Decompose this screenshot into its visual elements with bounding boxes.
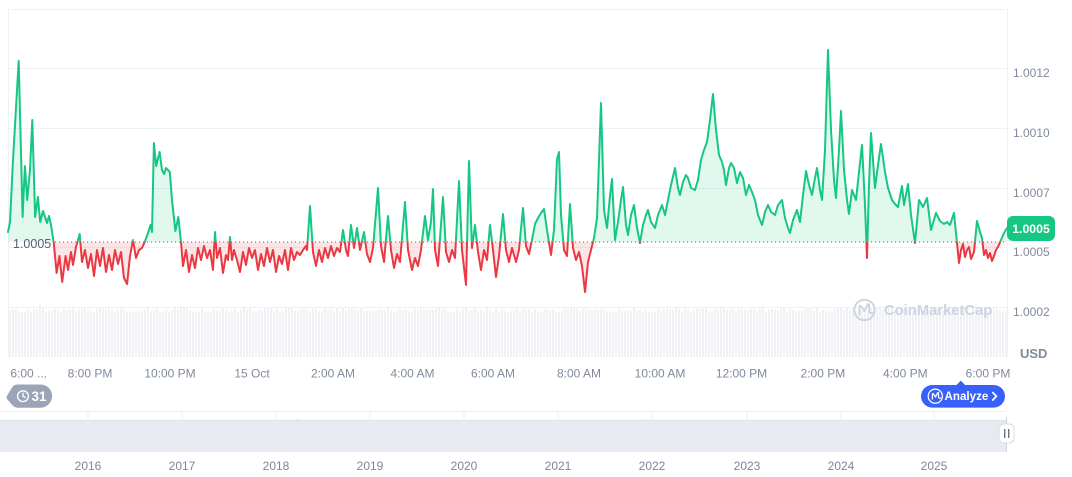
svg-text:2024: 2024 — [828, 459, 855, 473]
svg-text:10:00 AM: 10:00 AM — [635, 367, 686, 381]
svg-text:2025: 2025 — [921, 459, 948, 473]
svg-text:6:00 AM: 6:00 AM — [471, 367, 515, 381]
svg-text:2017: 2017 — [169, 459, 196, 473]
svg-text:15 Oct: 15 Oct — [234, 367, 270, 381]
svg-text:2:00 AM: 2:00 AM — [311, 367, 355, 381]
svg-text:10:00 PM: 10:00 PM — [144, 367, 195, 381]
svg-text:1.0012: 1.0012 — [1013, 66, 1050, 80]
svg-text:Analyze: Analyze — [945, 390, 989, 403]
svg-text:2016: 2016 — [75, 459, 102, 473]
svg-text:1.0010: 1.0010 — [1013, 126, 1050, 140]
svg-text:4:00 AM: 4:00 AM — [390, 367, 434, 381]
svg-text:2023: 2023 — [734, 459, 761, 473]
svg-text:12:00 PM: 12:00 PM — [716, 367, 767, 381]
svg-text:1.0002: 1.0002 — [1013, 305, 1050, 319]
svg-text:2019: 2019 — [357, 459, 384, 473]
svg-text:2022: 2022 — [639, 459, 666, 473]
svg-text:31: 31 — [32, 389, 48, 404]
svg-text:6:00 ...: 6:00 ... — [10, 367, 47, 381]
svg-text:8:00 AM: 8:00 AM — [557, 367, 601, 381]
svg-text:1.0007: 1.0007 — [1013, 186, 1050, 200]
svg-text:1.0005: 1.0005 — [13, 237, 51, 251]
svg-text:2018: 2018 — [263, 459, 290, 473]
svg-text:1.0005: 1.0005 — [1013, 245, 1050, 259]
svg-text:8:00 PM: 8:00 PM — [68, 367, 113, 381]
svg-text:4:00 PM: 4:00 PM — [883, 367, 928, 381]
svg-text:6:00 PM: 6:00 PM — [966, 367, 1011, 381]
svg-text:1.0005: 1.0005 — [1012, 222, 1050, 236]
svg-text:CoinMarketCap: CoinMarketCap — [884, 303, 992, 319]
svg-text:USD: USD — [1020, 346, 1047, 361]
svg-text:2:00 PM: 2:00 PM — [801, 367, 846, 381]
svg-text:2020: 2020 — [451, 459, 478, 473]
svg-text:2021: 2021 — [545, 459, 572, 473]
